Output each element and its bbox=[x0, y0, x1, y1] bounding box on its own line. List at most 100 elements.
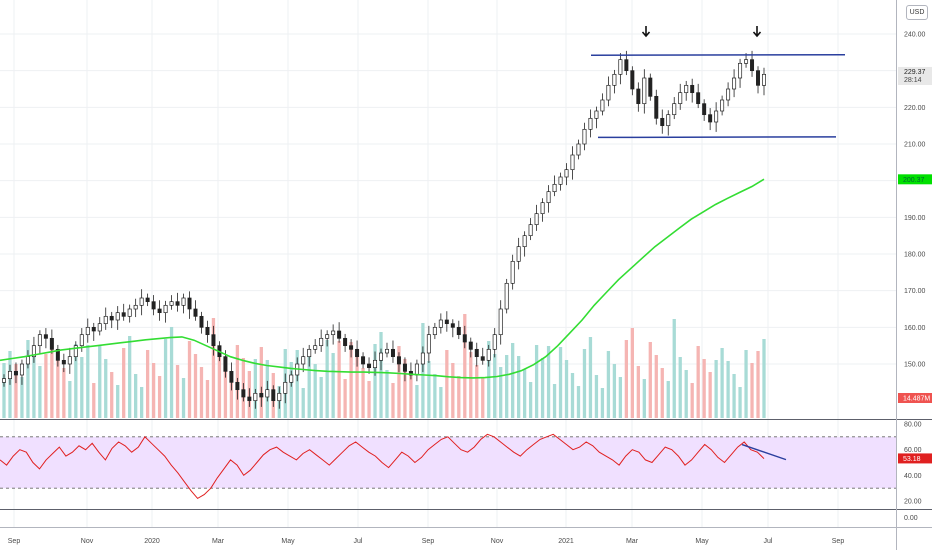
candle-body bbox=[367, 363, 372, 369]
candle-body bbox=[43, 334, 48, 339]
volume-bar bbox=[600, 388, 605, 418]
volume-bar bbox=[672, 319, 676, 418]
candle-body bbox=[73, 345, 78, 358]
rsi-divergence-line bbox=[741, 443, 787, 461]
volume-tag bbox=[898, 393, 932, 403]
candle-body bbox=[516, 246, 521, 262]
candle-body bbox=[97, 323, 102, 332]
down-arrow-1 bbox=[641, 26, 651, 38]
volume-bar bbox=[558, 347, 563, 418]
candle-body bbox=[612, 73, 617, 86]
rsi-tick-label: 60.00 bbox=[904, 447, 922, 454]
rsi-layer bbox=[0, 433, 896, 500]
last-price-value: 229.37 bbox=[904, 69, 926, 76]
volume-bar bbox=[690, 383, 694, 418]
volume-bar bbox=[32, 353, 36, 418]
ma-value-tag bbox=[898, 174, 932, 185]
volume-bar bbox=[397, 346, 401, 418]
candle-body bbox=[301, 356, 306, 365]
candle-body bbox=[55, 348, 60, 361]
candle-body bbox=[85, 326, 90, 336]
y-tick-label: 220.00 bbox=[904, 105, 926, 112]
y-tick-label: 180.00 bbox=[904, 252, 926, 259]
volume-bar bbox=[385, 370, 389, 418]
x-tick-label: Mar bbox=[626, 538, 639, 545]
volume-bar bbox=[409, 372, 413, 418]
volume-bar bbox=[157, 376, 162, 418]
candle-body bbox=[121, 312, 126, 317]
candle-body bbox=[552, 183, 557, 193]
candle-body bbox=[660, 117, 665, 127]
volume-bar bbox=[122, 348, 126, 418]
candle-body bbox=[510, 260, 515, 284]
volume-bar bbox=[223, 369, 228, 418]
volume-bar bbox=[457, 376, 461, 418]
candle-body bbox=[594, 110, 599, 119]
volume-bar bbox=[14, 364, 18, 418]
down-arrow-2 bbox=[752, 26, 762, 38]
candle-body bbox=[265, 389, 270, 398]
volume-bar bbox=[522, 369, 527, 418]
candle-body bbox=[109, 315, 114, 321]
candle-body bbox=[91, 326, 96, 332]
volume-bar bbox=[211, 318, 216, 418]
candle-body bbox=[522, 235, 527, 248]
volume-bar bbox=[355, 355, 359, 418]
candle-body bbox=[259, 392, 264, 398]
candle-body bbox=[193, 308, 198, 317]
candle-body bbox=[756, 70, 761, 86]
volume-bar bbox=[295, 350, 299, 418]
candle-body bbox=[504, 282, 509, 310]
candle-body bbox=[307, 348, 312, 358]
moving-average-line bbox=[0, 178, 765, 379]
rsi-line bbox=[0, 433, 765, 500]
candle-body bbox=[582, 128, 587, 145]
candle-body bbox=[384, 348, 389, 354]
volume-bar bbox=[750, 363, 754, 418]
volume-bar bbox=[517, 356, 521, 418]
candle-body bbox=[474, 348, 479, 358]
volume-bar bbox=[493, 354, 497, 418]
volume-bar bbox=[594, 375, 599, 418]
volume-bar bbox=[110, 372, 114, 418]
y-tick-label: 150.00 bbox=[904, 362, 926, 369]
candle-body bbox=[229, 370, 234, 383]
volume-bar bbox=[391, 383, 395, 418]
candle-body bbox=[618, 59, 623, 75]
volume-bar bbox=[181, 378, 186, 418]
candle-body bbox=[708, 114, 713, 123]
candle-body bbox=[253, 392, 258, 402]
y-tick-label: 160.00 bbox=[904, 325, 926, 332]
volume-bar bbox=[205, 380, 210, 418]
volume-bar bbox=[499, 367, 503, 418]
x-tick-label: 2020 bbox=[144, 538, 160, 545]
candle-body bbox=[31, 345, 36, 358]
candle-body bbox=[283, 381, 288, 394]
candle-body bbox=[642, 77, 647, 105]
candle-body bbox=[726, 88, 731, 101]
candle-body bbox=[319, 337, 324, 347]
volume-value: 14.487M bbox=[903, 396, 930, 403]
volume-bar bbox=[361, 368, 365, 418]
candle-body bbox=[666, 114, 671, 127]
candle-body bbox=[456, 326, 461, 336]
candle-body bbox=[606, 84, 611, 101]
rsi-band-fill bbox=[0, 436, 896, 489]
volume-bar bbox=[624, 340, 629, 418]
candle-body bbox=[702, 103, 707, 116]
currency-badge[interactable]: USD bbox=[906, 5, 928, 20]
candle-body bbox=[49, 337, 54, 350]
candle-body bbox=[139, 297, 144, 306]
volume-bar bbox=[762, 339, 766, 418]
volume-bar bbox=[175, 365, 180, 418]
candle-body bbox=[486, 348, 491, 361]
volume-bar bbox=[307, 351, 311, 418]
candle-body bbox=[247, 396, 252, 402]
candle-body bbox=[390, 348, 395, 358]
volume-bar bbox=[481, 378, 485, 418]
candle-body bbox=[738, 62, 743, 79]
volume-bar bbox=[726, 361, 730, 418]
candle-body bbox=[678, 92, 683, 105]
candle-body bbox=[277, 392, 282, 402]
candle-body bbox=[600, 99, 605, 112]
